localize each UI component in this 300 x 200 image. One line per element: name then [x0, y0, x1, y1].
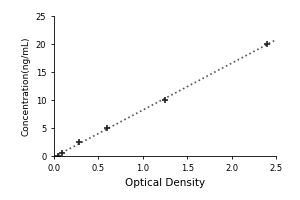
Y-axis label: Concentration(ng/mL): Concentration(ng/mL) [21, 36, 30, 136]
X-axis label: Optical Density: Optical Density [125, 178, 205, 188]
